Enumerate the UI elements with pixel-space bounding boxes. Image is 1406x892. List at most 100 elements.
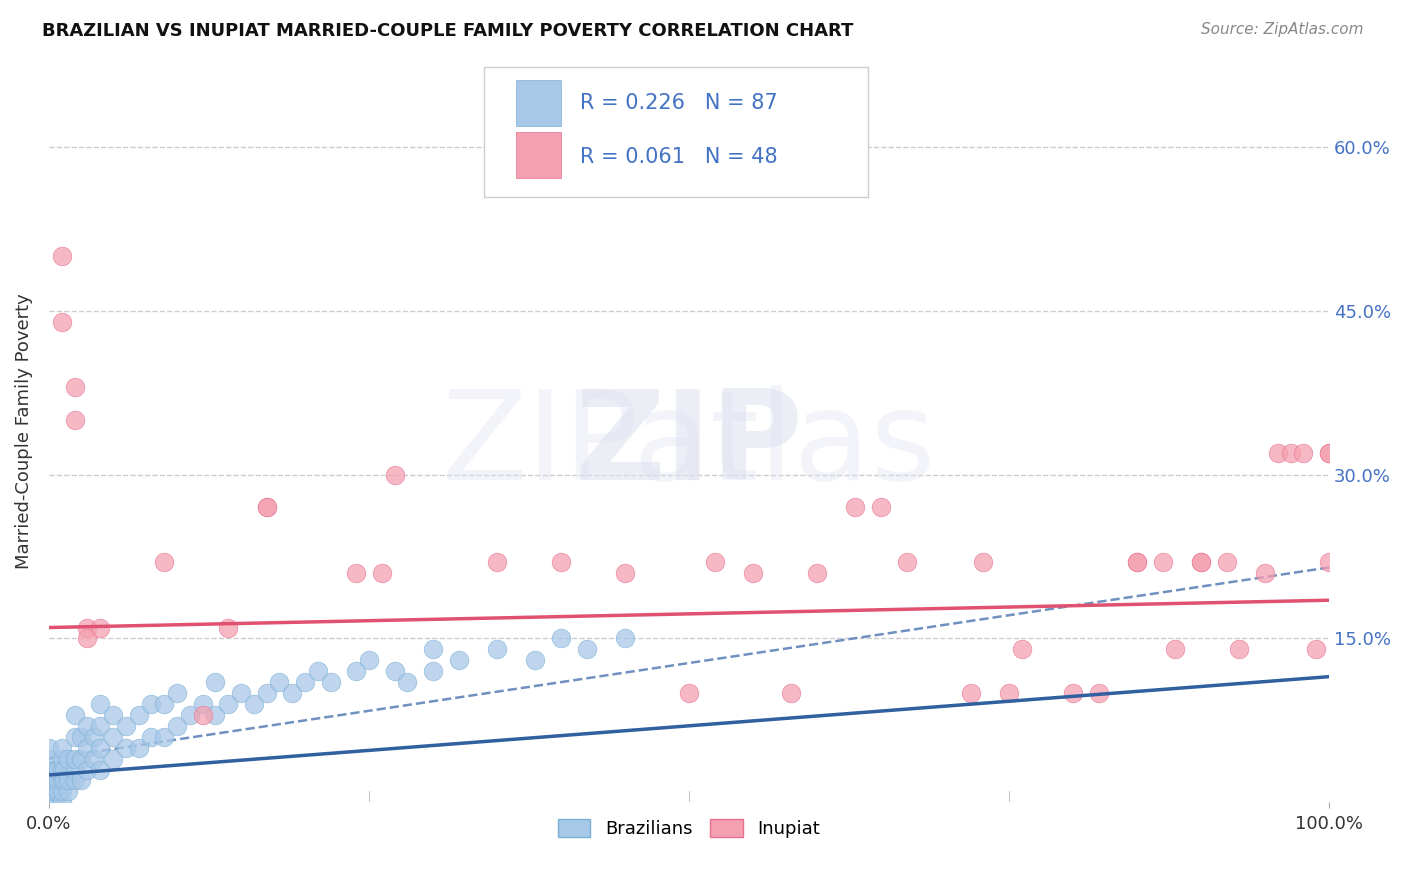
Point — [998, 686, 1021, 700]
Point — [44, 763, 66, 777]
Point — [128, 707, 150, 722]
Point — [89, 697, 111, 711]
Point — [191, 697, 214, 711]
Point — [1011, 642, 1033, 657]
Point — [742, 566, 765, 580]
Point — [1087, 686, 1109, 700]
Point — [217, 621, 239, 635]
Point — [896, 555, 918, 569]
Point — [141, 697, 163, 711]
Point — [870, 500, 893, 515]
Point — [46, 784, 69, 798]
Point — [1062, 686, 1084, 700]
Point — [281, 686, 304, 700]
Point — [780, 686, 803, 700]
Point — [128, 740, 150, 755]
Point — [89, 740, 111, 755]
Point — [307, 664, 329, 678]
FancyBboxPatch shape — [484, 67, 868, 197]
Point — [217, 697, 239, 711]
Point — [550, 555, 572, 569]
Point — [114, 740, 136, 755]
Point — [256, 500, 278, 515]
Point — [38, 784, 60, 798]
Point — [51, 740, 73, 755]
Point — [1164, 642, 1187, 657]
Point — [344, 664, 367, 678]
Point — [844, 500, 866, 515]
Point — [38, 740, 60, 755]
Point — [56, 751, 79, 765]
Point — [89, 621, 111, 635]
Point — [70, 730, 93, 744]
Point — [179, 707, 201, 722]
Point — [70, 773, 93, 788]
Point — [56, 773, 79, 788]
Point — [1254, 566, 1277, 580]
Point — [344, 566, 367, 580]
Point — [1317, 555, 1340, 569]
Point — [422, 642, 444, 657]
Point — [485, 555, 508, 569]
Point — [63, 763, 86, 777]
Point — [447, 653, 470, 667]
Point — [1152, 555, 1174, 569]
Point — [153, 555, 176, 569]
Point — [38, 773, 60, 788]
Point — [1229, 642, 1251, 657]
Point — [56, 784, 79, 798]
Point — [422, 664, 444, 678]
Point — [384, 664, 406, 678]
Point — [1317, 446, 1340, 460]
Point — [204, 707, 226, 722]
Point — [53, 773, 76, 788]
Point — [1126, 555, 1149, 569]
Point — [141, 730, 163, 744]
Point — [114, 719, 136, 733]
Text: R = 0.226   N = 87: R = 0.226 N = 87 — [581, 93, 778, 113]
Point — [806, 566, 828, 580]
Point — [294, 675, 316, 690]
Point — [1189, 555, 1212, 569]
Point — [83, 751, 105, 765]
Point — [1126, 555, 1149, 569]
Text: ZIP: ZIP — [575, 385, 803, 507]
Point — [63, 773, 86, 788]
Point — [63, 413, 86, 427]
Point — [242, 697, 264, 711]
Point — [89, 763, 111, 777]
Point — [575, 642, 598, 657]
Point — [38, 795, 60, 809]
Point — [63, 380, 86, 394]
Point — [76, 621, 98, 635]
Point — [166, 719, 188, 733]
Point — [1279, 446, 1302, 460]
Point — [63, 707, 86, 722]
Point — [269, 675, 291, 690]
Point — [614, 566, 637, 580]
Y-axis label: Married-Couple Family Poverty: Married-Couple Family Poverty — [15, 293, 32, 569]
Point — [357, 653, 380, 667]
Point — [51, 784, 73, 798]
Point — [38, 773, 60, 788]
Point — [44, 795, 66, 809]
Point — [44, 784, 66, 798]
Legend: Brazilians, Inupiat: Brazilians, Inupiat — [551, 812, 827, 846]
Point — [550, 632, 572, 646]
Point — [51, 795, 73, 809]
Point — [76, 763, 98, 777]
Point — [678, 686, 700, 700]
Point — [38, 784, 60, 798]
Point — [1305, 642, 1327, 657]
Point — [76, 632, 98, 646]
Point — [229, 686, 252, 700]
Point — [1292, 446, 1315, 460]
Point — [204, 675, 226, 690]
Point — [38, 795, 60, 809]
Point — [524, 653, 547, 667]
Point — [89, 719, 111, 733]
Point — [166, 686, 188, 700]
Point — [51, 751, 73, 765]
Point — [101, 751, 124, 765]
Text: Source: ZipAtlas.com: Source: ZipAtlas.com — [1201, 22, 1364, 37]
